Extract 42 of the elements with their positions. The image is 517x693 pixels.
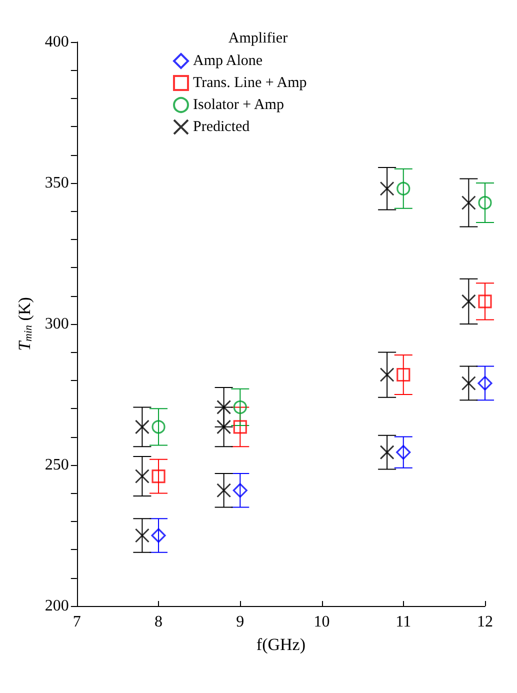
point: [396, 445, 411, 460]
point: [152, 469, 166, 484]
x-tick-label: 7: [72, 614, 81, 630]
point: [233, 420, 247, 434]
y-tick-label: 200: [44, 598, 69, 614]
point: [478, 294, 492, 308]
x-axis-title: f(GHz): [256, 635, 306, 654]
point: [380, 445, 394, 460]
x-tick-label: 8: [154, 614, 163, 630]
point: [216, 483, 232, 498]
y-tick-label: 300: [44, 316, 69, 332]
point: [461, 195, 476, 210]
point: [478, 376, 492, 391]
x-tick-label: 9: [236, 614, 244, 630]
legend-label: Trans. Line + Amp: [193, 75, 307, 91]
x-tick-label: 11: [396, 614, 412, 630]
point: [380, 368, 394, 382]
point: [151, 528, 166, 543]
legend-label: Amp Alone: [193, 53, 263, 69]
point: [461, 376, 476, 390]
legend-title: Amplifier: [228, 30, 288, 46]
point: [233, 400, 247, 414]
legend-label: Isolator + Amp: [193, 97, 284, 113]
x-tick-label: 10: [314, 614, 330, 630]
point: [478, 196, 492, 210]
point: [216, 400, 232, 414]
point: [216, 420, 232, 434]
point: [396, 182, 410, 196]
point: [134, 528, 150, 543]
y-axis-title: Tmin (K): [15, 297, 34, 351]
y-tick-label: 350: [44, 174, 69, 192]
point: [134, 469, 150, 484]
point: [232, 483, 248, 498]
legend-label: Predicted: [193, 119, 250, 135]
point: [396, 368, 410, 382]
point: [134, 420, 150, 434]
y-tick-label: 250: [44, 456, 69, 474]
point: [461, 294, 476, 309]
point: [152, 420, 166, 434]
x-tick-label: 12: [477, 614, 493, 630]
point: [380, 181, 394, 196]
y-tick-label: 400: [44, 34, 69, 50]
